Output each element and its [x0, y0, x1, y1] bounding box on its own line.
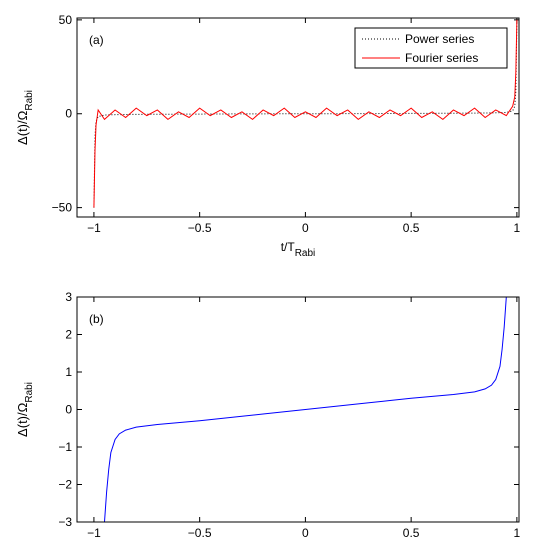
x-tick-label: 0.5 [403, 526, 420, 540]
series-line [93, 19, 518, 208]
legend-label: Fourier series [405, 51, 478, 65]
panel-label: (a) [89, 33, 104, 47]
y-axis-label: Δ(t)/ΩRabi [15, 90, 35, 145]
y-tick-label: −50 [52, 201, 73, 215]
y-axis-label-main: Δ(t)/Ω [15, 110, 30, 145]
x-axis-label-sub: Rabi [295, 248, 316, 259]
x-tick-label: −1 [87, 526, 101, 540]
y-tick-label: 3 [65, 290, 72, 304]
legend-box [354, 27, 508, 69]
axes-frame [76, 296, 520, 523]
y-tick-label: 0 [65, 403, 72, 417]
y-tick-label: 50 [59, 13, 73, 27]
plot-area [77, 297, 519, 522]
y-axis-label-sub: Rabi [24, 382, 35, 403]
x-tick-label: 0 [302, 526, 309, 540]
y-tick-label: 0 [65, 107, 72, 121]
y-tick-label: −3 [58, 515, 72, 529]
x-tick-label: 0.5 [403, 221, 420, 235]
x-tick-label: 1 [514, 526, 521, 540]
series-line [103, 297, 507, 522]
y-axis-label: Δ(t)/ΩRabi [15, 382, 35, 437]
y-axis-label-sub: Rabi [24, 90, 35, 111]
x-tick-label: 1 [514, 221, 521, 235]
y-tick-label: −2 [58, 478, 72, 492]
x-axis-label: t/TRabi [281, 240, 316, 259]
x-tick-label: −1 [87, 221, 101, 235]
y-axis-label-main: Δ(t)/Ω [15, 402, 30, 437]
x-tick-label: −0.5 [188, 526, 212, 540]
legend-label: Power series [405, 32, 474, 46]
x-tick-label: 0 [302, 221, 309, 235]
y-tick-label: 1 [65, 365, 72, 379]
y-tick-label: 2 [65, 328, 72, 342]
panel-label: (b) [89, 312, 104, 326]
y-tick-label: −1 [58, 440, 72, 454]
x-tick-label: −0.5 [188, 221, 212, 235]
x-axis-label-main: t/T [281, 240, 296, 254]
axes-frame [76, 17, 520, 218]
